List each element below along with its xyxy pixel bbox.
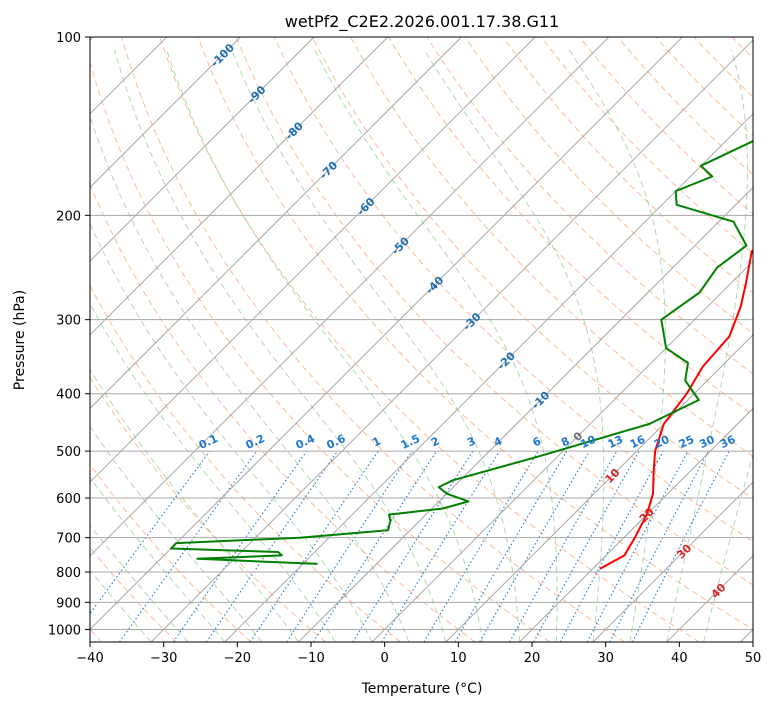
y-tick-label: 200 [56,209,81,224]
moist-adiabat-line [231,49,520,642]
moist-adiabat-line [90,476,226,642]
sounding-series [170,140,753,570]
mixing-ratio-line [479,450,591,642]
mixing-ratio-label: 36 [718,433,738,451]
plot-area [90,37,753,642]
mixing-ratio-line [119,450,258,642]
temperature-line [599,249,753,570]
dry-adiabat-line [502,37,753,294]
dry-adiabat-line [579,37,753,215]
mixing-ratio-labels: 0.1 0.2 0.4 0.6 1 1.5 2 3 4 6 8 10 13 16 20 25 30 36 [197,432,738,452]
moist-adiabat-line [90,569,152,642]
mixing-ratio-line [454,450,568,642]
dry-adiabat-line [770,37,775,642]
isotherm-line [90,37,610,557]
isotherms [90,37,753,642]
dewpoint-line [170,140,753,565]
x-axis: −40 −30 −20 −10 0 10 20 30 40 50 [76,642,761,666]
dry-adiabat-line [90,60,551,642]
moist-adiabat-line [90,425,262,642]
isotherm-line [298,186,753,642]
y-tick-label: 500 [56,445,81,460]
x-tick-label: 20 [524,651,541,666]
x-tick-label: −10 [297,651,324,666]
x-tick-label: 40 [671,651,688,666]
mixing-ratio-line [509,450,618,642]
isotherm-line [445,334,753,642]
moist-adiabat-line [666,49,748,642]
dry-adiabat-line [235,37,753,586]
mixing-ratio-line [381,450,500,642]
moist-adiabat-line [90,524,189,642]
x-tick-label: 10 [450,651,467,666]
isotherm-line [592,481,753,642]
x-tick-label: −30 [150,651,177,666]
isotherm-line [90,37,389,336]
dry-adiabat-line [90,463,252,642]
y-tick-label: 800 [56,566,81,581]
moist-adiabat-line [314,49,558,642]
y-axis-label: Pressure (hPa) [12,290,28,390]
plot-frame [89,36,754,643]
y-tick-label: 1000 [48,623,81,638]
x-tick-label: 30 [597,651,614,666]
dry-adiabat-line [617,37,753,176]
moist-adiabat-line [423,49,605,642]
isotherm-line [371,260,753,642]
mixing-ratio-label: 16 [628,433,648,451]
isotherm-line [224,113,753,642]
mixing-ratio-line [313,450,438,642]
y-tick-label: 900 [56,596,81,611]
x-tick-label: −20 [224,651,251,666]
moist-adiabat-line [703,452,753,642]
mixing-ratio-line [172,450,308,642]
y-tick-label: 700 [56,532,81,547]
isobars [90,37,753,630]
mixing-ratio-label: 20 [652,433,672,451]
y-tick-label: 600 [56,492,81,507]
mixing-ratio-line [423,450,539,642]
x-tick-label: 0 [381,651,389,666]
isotherm-line [150,39,753,642]
x-tick-label: −40 [76,651,103,666]
dry-adiabat-line [90,284,401,642]
moist-adiabat-line [90,114,410,642]
y-tick-label: 300 [56,314,81,329]
isotherm-line [519,407,753,642]
mixing-ratio-line [352,450,474,642]
dry-adiabat-line [197,37,753,630]
mixing-ratio-line [205,450,338,642]
mixing-ratio-line [90,450,211,615]
dry-adiabat-line [159,37,700,642]
x-tick-label: 50 [745,651,762,666]
y-axis: 100 200 300 400 500 600 700 800 900 1000 [48,31,90,638]
isotherm-line [90,37,315,262]
mixing-ratio-label: 13 [606,433,625,451]
moist-adiabat-line [114,49,447,642]
isotherm-line [90,37,241,189]
isotherm-line [90,37,536,483]
y-tick-label: 400 [56,388,81,403]
isotherm-line [90,37,462,410]
y-tick-label: 100 [56,31,81,46]
mixing-ratio-label: 10 [578,433,598,451]
chart-title: wetPf2_C2E2.2026.001.17.38.G11 [285,12,559,32]
isotherm-line [90,37,683,631]
mixing-ratio-line [559,450,664,642]
mixing-ratio-label: 25 [677,433,696,451]
dry-adiabat-line [464,37,753,334]
dry-adiabat-line [311,37,753,500]
dry-adiabat-line [121,37,625,642]
moist-adiabat-line [166,49,484,642]
dry-adiabat-line [388,37,753,416]
mixing-ratio-label: 30 [697,433,717,451]
moist-adiabat-line [90,302,336,642]
x-axis-label: Temperature (°C) [361,681,483,697]
